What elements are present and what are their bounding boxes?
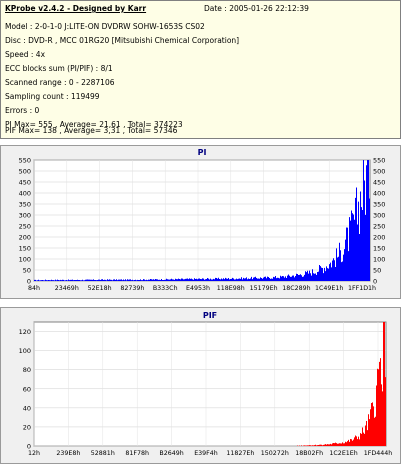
y-tick-label-right: 50 (373, 267, 381, 275)
y-tick-label-left: 120 (19, 328, 31, 336)
y-tick-label-right: 200 (373, 234, 385, 242)
info-panel: KProbe v2.4.2 - Designed by Karr Date : … (0, 0, 401, 139)
x-tick-label: 82739h (120, 285, 144, 292)
model-line: Model : 2-0-1-0 J:LITE-ON DVDRW SOHW-165… (5, 22, 205, 31)
pif-stats-line: PIF Max= 138 , Average= 3,31 , Total= 57… (5, 126, 178, 135)
y-tick-label-right: 300 (373, 212, 385, 220)
y-tick-label-left: 100 (19, 347, 31, 355)
pi-chart: PI 0 0 50 50 100 100 150 150 200 200 250 250 300 300 35… (19, 148, 386, 292)
y-tick-label-left: 500 (19, 168, 31, 176)
x-tick-label: 18B02Fh (295, 450, 323, 457)
x-tick-label: 1C2E1Eh (329, 450, 357, 457)
pif-chart: PIF 0 20 40 60 80 100 120 12h 239E8h 52881h 81F78h B… (19, 311, 393, 457)
y-tick-label-left: 20 (23, 423, 31, 431)
x-tick-label: 12h (28, 450, 40, 457)
y-tick-label-left: 300 (19, 212, 31, 220)
x-tick-label: E4953h (186, 285, 210, 292)
y-tick-label-left: 400 (19, 190, 31, 198)
range-line: Scanned range : 0 - 2287106 (5, 78, 115, 87)
y-tick-label-right: 350 (373, 201, 385, 209)
y-tick-label-left: 450 (19, 179, 31, 187)
y-tick-label-right: 550 (373, 157, 385, 165)
y-tick-label-left: 150 (19, 245, 31, 253)
pi-chart-panel: PI 0 0 50 50 100 100 150 150 200 200 250 250 300 300 35… (0, 145, 401, 299)
x-tick-label: 52881h (91, 450, 115, 457)
y-tick-label-right: 100 (373, 256, 385, 264)
y-tick-label-left: 550 (19, 157, 31, 165)
disc-line: Disc : DVD-R , MCC 01RG20 [Mitsubishi Ch… (5, 36, 240, 45)
y-tick-label-left: 250 (19, 223, 31, 231)
y-tick-label-left: 50 (23, 267, 31, 275)
chart-title: PI (198, 148, 207, 157)
x-tick-label: 84h (28, 285, 40, 292)
y-tick-label-right: 0 (373, 278, 377, 286)
x-tick-label: 239E8h (56, 450, 80, 457)
y-tick-label-left: 200 (19, 234, 31, 242)
y-tick-label-right: 500 (373, 168, 385, 176)
y-tick-label-left: 80 (23, 366, 31, 374)
x-tick-label: 150272h (261, 450, 289, 457)
y-tick-label-right: 450 (373, 179, 385, 187)
y-tick-label-right: 400 (373, 190, 385, 198)
y-tick-label-left: 0 (27, 278, 31, 286)
y-tick-label-left: 60 (23, 385, 31, 393)
x-tick-label: E39F4h (194, 450, 218, 457)
scan-date: Date : 2005-01-26 22:12:39 (204, 4, 309, 13)
pi-stats-line: PI Max= 555 , Average= 21,61 , Total= 37… (5, 120, 183, 129)
x-tick-label: 1FD444h (364, 450, 393, 457)
y-tick-label-left: 40 (23, 404, 31, 412)
y-tick-label-right: 250 (373, 223, 385, 231)
plot-area (33, 321, 387, 447)
x-tick-label: 118E98h (217, 285, 245, 292)
y-tick-label-left: 350 (19, 201, 31, 209)
x-tick-label: B333Ch (153, 285, 178, 292)
sampling-line: Sampling count : 119499 (5, 92, 100, 101)
x-tick-label: 81F78h (125, 450, 149, 457)
x-tick-label: 1FF1D1h (348, 285, 376, 292)
x-tick-label: 15179Eh (250, 285, 278, 292)
speed-line: Speed : 4x (5, 50, 46, 59)
x-tick-label: 11827Eh (226, 450, 254, 457)
y-tick-label-left: 0 (27, 443, 31, 451)
errors-line: Errors : 0 (5, 106, 40, 115)
x-tick-label: 52E18h (88, 285, 112, 292)
x-tick-label: 18C289h (282, 285, 310, 292)
x-tick-label: 1C49E1h (315, 285, 343, 292)
y-tick-label-right: 150 (373, 245, 385, 253)
ecc-line: ECC blocks sum (PI/PIF) : 8/1 (5, 64, 113, 73)
pif-chart-panel: PIF 0 20 40 60 80 100 120 12h 239E8h 52881h 81F78h B… (0, 307, 401, 464)
x-tick-label: B2649h (159, 450, 183, 457)
y-tick-label-left: 100 (19, 256, 31, 264)
x-tick-label: 23469h (55, 285, 79, 292)
plot-area (33, 159, 371, 282)
chart-title: PIF (203, 311, 217, 320)
app-title: KProbe v2.4.2 - Designed by Karr (5, 4, 147, 13)
